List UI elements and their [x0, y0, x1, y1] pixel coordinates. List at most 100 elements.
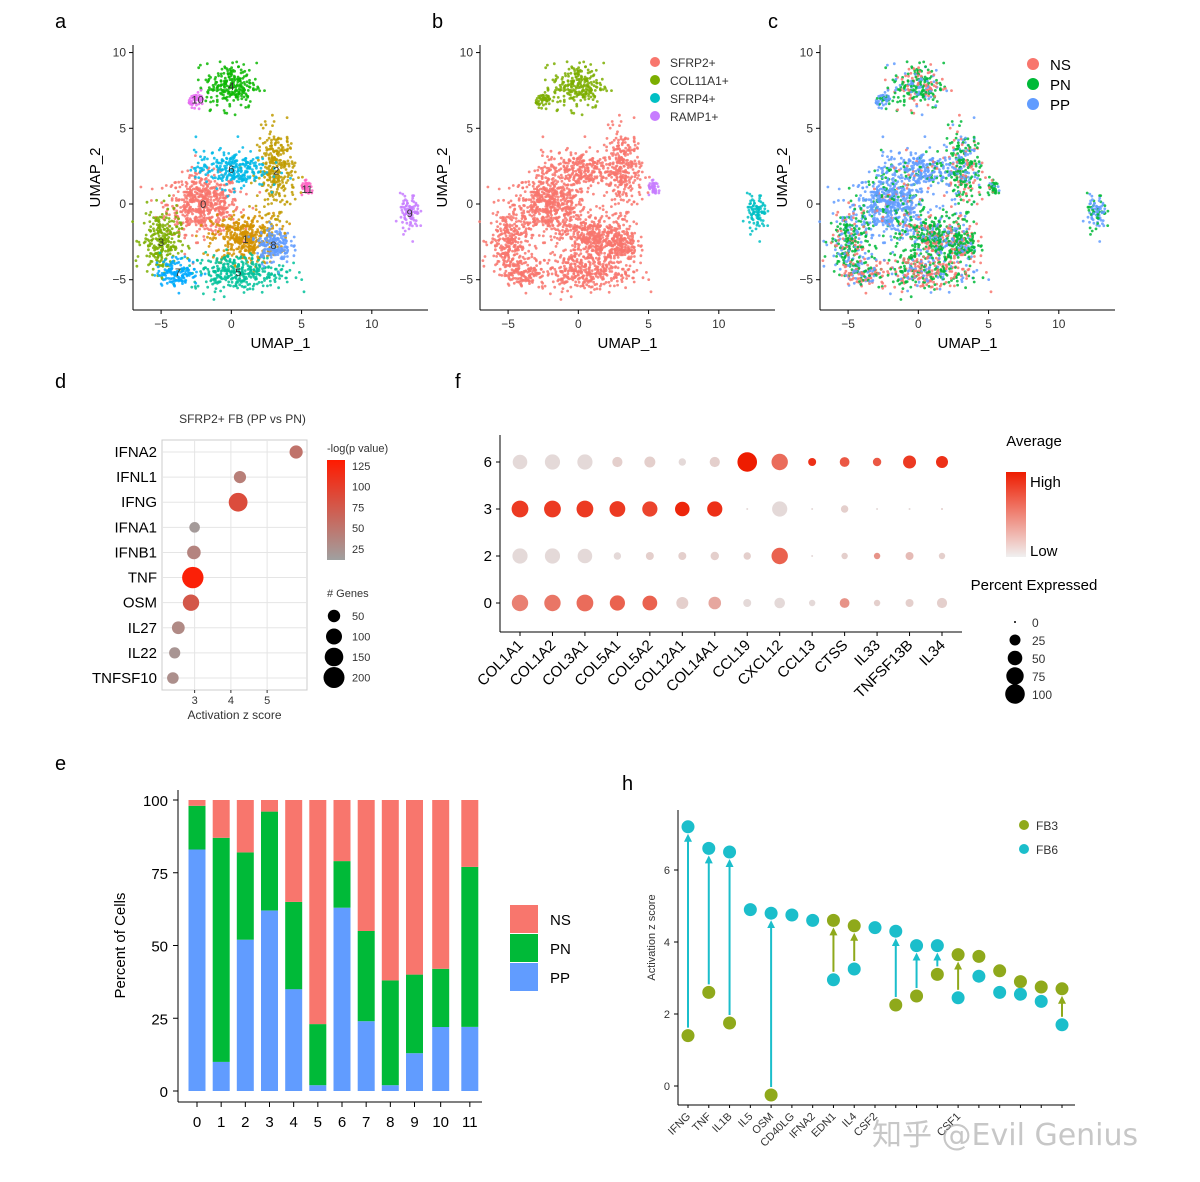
umap-point — [600, 215, 604, 218]
umap-point — [207, 270, 211, 274]
umap-point — [168, 280, 172, 284]
umap-point — [242, 89, 245, 93]
umap-point — [556, 96, 560, 99]
umap-point — [206, 285, 210, 289]
umap-point — [541, 154, 544, 158]
umap-point — [253, 179, 256, 182]
umap-point — [562, 182, 566, 186]
cluster-label: 4 — [228, 81, 234, 93]
umap-point — [219, 72, 223, 76]
umap-point — [519, 207, 523, 210]
umap-point — [239, 167, 243, 171]
umap-point — [214, 220, 218, 224]
umap-point — [204, 177, 208, 180]
umap-point — [524, 239, 527, 243]
umap-point — [537, 174, 541, 177]
umap-point — [161, 223, 165, 227]
umap-point — [181, 213, 185, 217]
umap-point — [241, 227, 245, 230]
umap-point — [411, 196, 415, 200]
umap-point — [570, 76, 574, 80]
umap-point — [478, 220, 481, 224]
umap-point — [270, 158, 273, 162]
umap-point — [578, 236, 581, 240]
umap-point — [569, 228, 573, 232]
umap-point — [243, 269, 247, 272]
umap-point — [580, 231, 584, 235]
umap-point — [217, 209, 221, 213]
umap-point — [620, 143, 624, 147]
umap-point — [569, 215, 573, 219]
umap-point — [602, 194, 606, 198]
umap-point — [268, 160, 272, 164]
umap-point — [616, 130, 619, 134]
umap-point — [511, 241, 514, 245]
umap-point — [190, 165, 194, 169]
umap-point — [626, 161, 629, 165]
umap-point — [249, 275, 253, 279]
umap-point — [163, 258, 167, 262]
umap-point — [207, 77, 211, 81]
umap-point — [576, 264, 580, 268]
umap-point — [645, 271, 648, 274]
umap-point — [274, 267, 277, 271]
umap-point — [266, 256, 269, 260]
umap-point — [590, 285, 594, 289]
umap-point — [220, 168, 224, 172]
umap-point — [179, 263, 183, 267]
umap-point — [521, 215, 525, 219]
umap-point — [217, 248, 220, 252]
umap-point — [291, 178, 295, 181]
umap-point — [263, 89, 266, 92]
umap-point — [610, 270, 614, 273]
umap-point — [507, 249, 511, 253]
umap-point — [505, 240, 509, 244]
umap-point — [587, 284, 591, 288]
umap-point — [225, 248, 229, 252]
umap-point — [280, 274, 284, 278]
umap-point — [284, 234, 288, 238]
umap-point — [179, 223, 183, 227]
umap-point — [208, 211, 211, 215]
umap-point — [282, 184, 285, 188]
umap-point — [243, 176, 247, 180]
umap-point — [585, 283, 589, 287]
umap-point — [258, 210, 261, 214]
umap-point — [216, 85, 219, 89]
umap-point — [561, 220, 565, 224]
y-tick-label: −5 — [112, 273, 126, 287]
umap-point — [265, 229, 269, 232]
umap-point — [229, 81, 233, 85]
umap-point — [551, 280, 555, 284]
umap-point — [263, 175, 266, 179]
umap-point — [152, 227, 155, 231]
umap-point — [555, 190, 558, 193]
umap-point — [245, 73, 249, 77]
umap-point — [592, 224, 596, 228]
umap-point — [177, 231, 181, 234]
umap-point — [573, 262, 577, 266]
umap-point — [572, 232, 576, 236]
umap-point — [290, 174, 293, 177]
umap-point — [596, 265, 600, 269]
umap-point — [232, 99, 236, 102]
umap-point — [569, 285, 573, 289]
umap-point — [230, 202, 234, 206]
cluster-label: 7 — [175, 267, 181, 279]
umap-point — [274, 170, 278, 173]
umap-point — [590, 272, 594, 276]
umap-point — [230, 161, 234, 164]
y-tick-label: 5 — [119, 121, 126, 135]
umap-point — [515, 220, 518, 224]
umap-point — [225, 232, 229, 236]
umap-point — [509, 199, 513, 203]
umap-point — [581, 284, 585, 288]
umap-point — [565, 60, 569, 64]
umap-point — [607, 216, 611, 220]
umap-point — [282, 189, 286, 192]
x-tick-label: 0 — [575, 317, 582, 331]
umap-point — [183, 193, 187, 197]
umap-point — [285, 149, 289, 153]
umap-point — [261, 157, 265, 161]
umap-point — [578, 85, 582, 89]
